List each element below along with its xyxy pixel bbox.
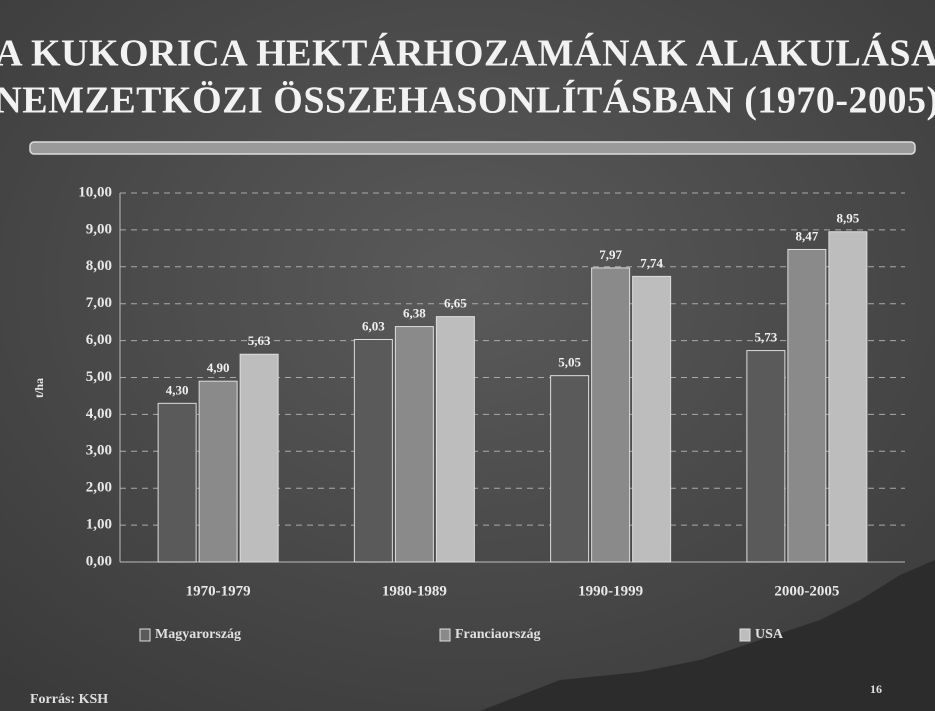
legend-swatch — [740, 629, 750, 641]
y-tick-label: 2,00 — [86, 480, 112, 496]
value-label: 4,30 — [166, 382, 189, 397]
chart-title-line: A KUKORICA HEKTÁRHOZAMÁNAK ALAKULÁSA — [0, 33, 935, 75]
slide: A KUKORICA HEKTÁRHOZAMÁNAK ALAKULÁSA NEM… — [0, 0, 935, 711]
y-tick-label: 6,00 — [86, 332, 112, 348]
bar — [829, 232, 867, 562]
chart-title-line: NEMZETKÖZI ÖSSZEHASONLÍTÁSBAN (1970-2005… — [0, 80, 935, 122]
y-tick-label: 5,00 — [86, 369, 112, 385]
bar — [551, 376, 589, 562]
title-underline — [30, 142, 915, 154]
bar — [240, 354, 278, 562]
y-tick-label: 4,00 — [86, 406, 112, 422]
value-label: 4,90 — [207, 360, 230, 375]
bar — [633, 276, 671, 562]
value-label: 5,63 — [248, 333, 271, 348]
y-tick-label: 3,00 — [86, 443, 112, 459]
source: Forrás: KSH — [30, 692, 108, 707]
bar — [436, 317, 474, 562]
y-tick-label: 9,00 — [86, 221, 112, 237]
value-label: 7,97 — [599, 247, 622, 262]
y-axis-label: t/ha — [32, 378, 46, 398]
bar — [592, 268, 630, 562]
bar — [395, 327, 433, 562]
legend-label: USA — [755, 627, 784, 642]
value-label: 5,05 — [558, 355, 581, 370]
x-tick-label: 1980-1989 — [382, 583, 447, 599]
bar — [158, 403, 196, 562]
bar — [199, 381, 237, 562]
bar — [354, 339, 392, 562]
y-tick-label: 0,00 — [86, 553, 112, 569]
x-tick-label: 1990-1999 — [578, 583, 643, 599]
page-number: 16 — [870, 682, 882, 696]
legend-swatch — [140, 629, 150, 641]
y-tick-label: 1,00 — [86, 517, 112, 533]
legend-label: Magyarország — [155, 627, 241, 642]
bar — [747, 351, 785, 562]
value-label: 8,47 — [796, 228, 819, 243]
legend-swatch — [440, 629, 450, 641]
value-label: 8,95 — [837, 211, 860, 226]
bar — [788, 249, 826, 562]
value-label: 5,73 — [755, 330, 778, 345]
y-tick-label: 8,00 — [86, 258, 112, 274]
x-tick-label: 2000-2005 — [774, 583, 839, 599]
y-tick-label: 10,00 — [78, 184, 112, 200]
value-label: 6,65 — [444, 296, 467, 311]
legend-label: Franciaország — [455, 627, 541, 642]
y-tick-label: 7,00 — [86, 295, 112, 311]
x-tick-label: 1970-1979 — [186, 583, 251, 599]
value-label: 6,03 — [362, 318, 385, 333]
value-label: 7,74 — [640, 255, 663, 270]
value-label: 6,38 — [403, 306, 426, 321]
